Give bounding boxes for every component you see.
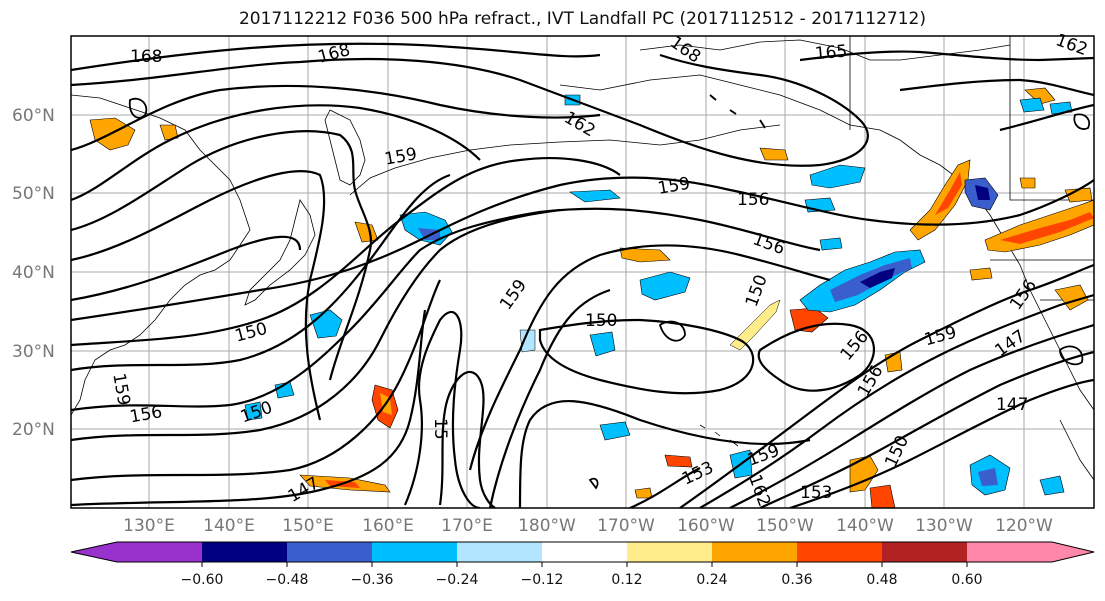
negative-fills [244, 94, 1073, 496]
colorbar-tick-label: 0.48 [866, 572, 897, 588]
lat-label: 60°N [12, 106, 55, 126]
map-title: 2017112212 F036 500 hPa refract., IVT La… [238, 9, 926, 29]
colorbar-tick-label: −0.24 [436, 572, 479, 588]
lat-label: 50°N [12, 184, 55, 204]
colorbar-tick-label: −0.48 [266, 572, 309, 588]
colorbar-tick-label: −0.12 [521, 572, 564, 588]
contour-label: 168 [130, 47, 162, 67]
lon-label: 140°E [203, 516, 255, 536]
colorbar-tick-label: −0.36 [351, 572, 394, 588]
colorbar-segment [71, 542, 117, 562]
lat-label: 40°N [12, 263, 55, 283]
lon-label: 150°E [282, 516, 334, 536]
lon-label: 140°W [836, 516, 894, 536]
lon-label: 150°W [756, 516, 814, 536]
contour-fragments [128, 94, 1090, 490]
contour-label: 147 [996, 395, 1028, 415]
colorbar-segment [627, 542, 712, 562]
contour-label: 15 [430, 418, 450, 440]
colorbar-segment [372, 542, 457, 562]
lon-label: 180°W [518, 516, 576, 536]
colorbar-tick-label: 0.36 [781, 572, 812, 588]
contour-label: 150 [585, 311, 617, 331]
longitude-labels: 130°E 140°E 150°E 160°E 170°E 180°W 170°… [123, 516, 1053, 536]
map-border [70, 35, 1095, 509]
lat-label: 20°N [12, 420, 55, 440]
contour-label: 165 [814, 42, 848, 65]
colorbar-segment [457, 542, 542, 562]
colorbar-segment [287, 542, 372, 562]
colorbar-tick-label: 0.24 [696, 572, 727, 588]
colorbar-segment [882, 542, 967, 562]
colorbar-segment [117, 542, 202, 562]
lat-label: 30°N [12, 342, 55, 362]
colorbar-segment [712, 542, 797, 562]
lon-label: 130°E [123, 516, 175, 536]
lon-label: 160°E [362, 516, 414, 536]
lon-label: 130°W [915, 516, 973, 536]
colorbar-outline [70, 541, 1095, 563]
contour-label: 153 [800, 483, 832, 503]
height-contours [71, 42, 1094, 508]
latitude-labels: 60°N 50°N 40°N 30°N 20°N [12, 106, 55, 440]
lon-label: 170°W [597, 516, 655, 536]
colorbar-segment [202, 542, 287, 562]
lon-label: 120°W [995, 516, 1053, 536]
colorbar-segment [967, 542, 1052, 562]
colorbar: −0.60 −0.48 −0.36 −0.24 −0.12 0.12 0.24 … [70, 541, 1095, 588]
lon-label: 160°W [677, 516, 735, 536]
colorbar-tick-label: 0.12 [611, 572, 642, 588]
contour-label: 156 [737, 190, 769, 210]
colorbar-tick-label: 0.60 [951, 572, 982, 588]
colorbar-segment [797, 542, 882, 562]
colorbar-segment [1052, 542, 1094, 562]
colorbar-tick-label: −0.60 [181, 572, 224, 588]
colorbar-segment [542, 542, 627, 562]
lon-label: 170°E [441, 516, 493, 536]
